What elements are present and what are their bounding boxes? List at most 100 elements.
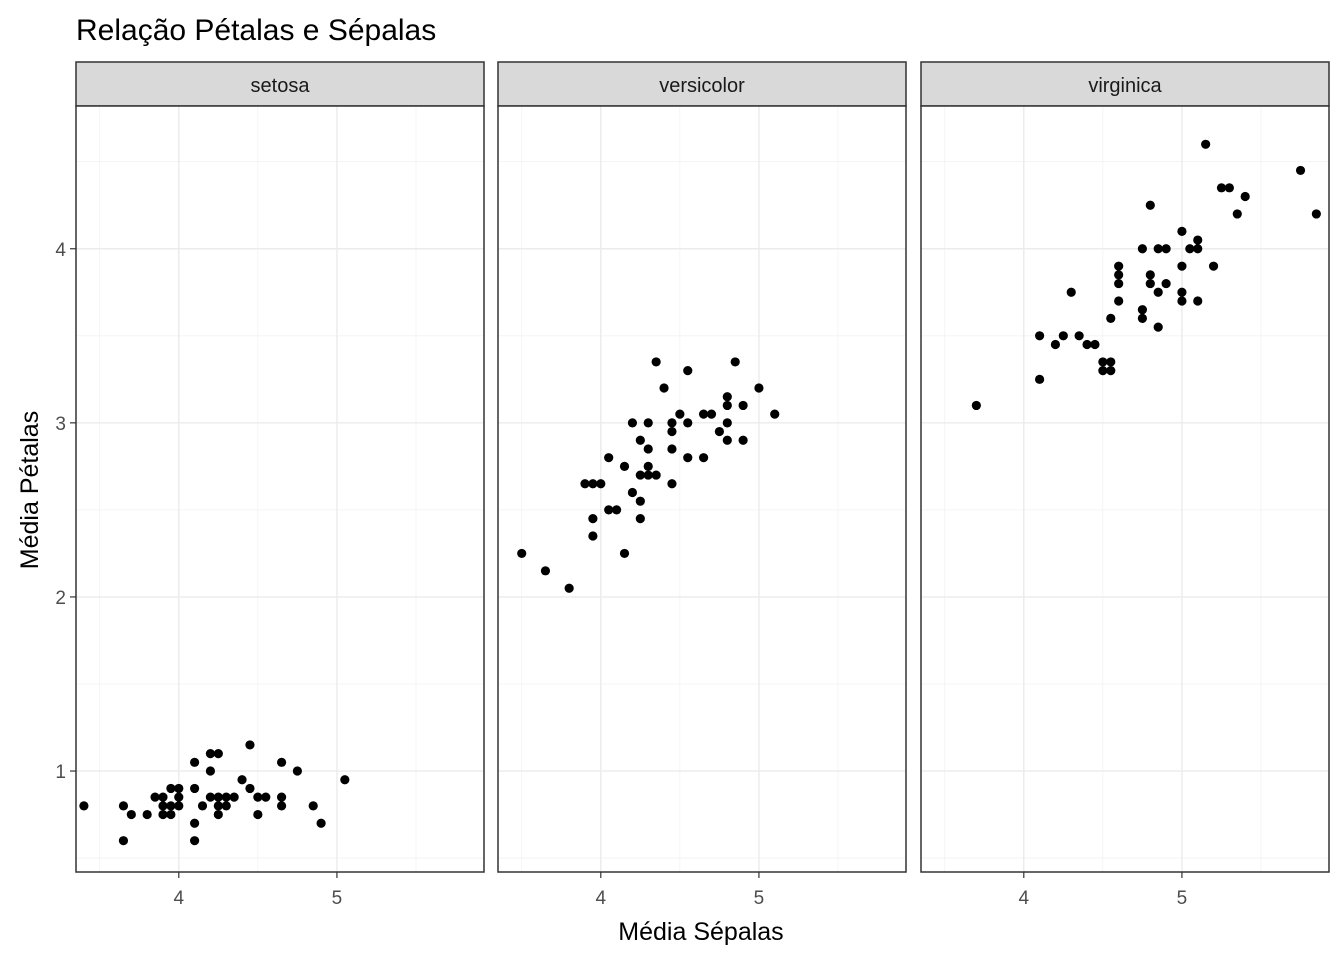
data-point	[667, 479, 677, 489]
data-point	[221, 792, 231, 802]
data-point	[588, 479, 598, 489]
data-point	[706, 409, 717, 419]
x-tick-label: 5	[754, 888, 765, 909]
data-point	[667, 418, 677, 428]
data-point	[126, 809, 136, 820]
data-point	[698, 409, 709, 419]
panel-grid	[498, 106, 906, 872]
data-point	[722, 400, 732, 411]
data-point	[213, 809, 223, 820]
data-point	[1161, 278, 1171, 289]
data-point	[1066, 287, 1076, 297]
data-point	[205, 792, 216, 802]
x-tick-label: 4	[596, 888, 607, 909]
data-point	[229, 792, 239, 802]
data-point	[276, 801, 287, 811]
data-point	[1050, 339, 1061, 350]
data-point	[276, 792, 287, 802]
data-point	[1161, 244, 1171, 254]
data-point	[1177, 296, 1187, 306]
data-point	[588, 531, 598, 541]
data-point	[659, 383, 669, 393]
data-point	[651, 470, 661, 480]
panel-border	[497, 105, 907, 873]
panel-grid	[921, 106, 1329, 872]
data-point	[1177, 261, 1187, 271]
data-point	[619, 548, 630, 559]
data-point	[770, 409, 780, 419]
y-tick-label: 2	[55, 588, 66, 609]
y-axis: 1 2 3 4	[55, 240, 76, 783]
data-point	[1035, 331, 1045, 341]
data-point	[1201, 139, 1211, 149]
data-point	[1106, 357, 1116, 367]
x-tick-label: 4	[174, 888, 185, 909]
data-point	[118, 801, 129, 811]
panel-grid	[76, 106, 484, 872]
data-point	[517, 548, 527, 559]
data-point	[190, 836, 200, 846]
facet-strip-label: versicolor	[659, 75, 745, 97]
data-point	[190, 818, 200, 828]
y-tick-label: 3	[55, 414, 66, 435]
data-point	[316, 818, 326, 828]
data-point	[1145, 270, 1155, 280]
data-point	[635, 513, 645, 524]
data-point	[197, 801, 208, 811]
data-point	[158, 801, 168, 811]
data-point	[292, 766, 302, 776]
data-point	[1137, 305, 1147, 315]
data-point	[683, 418, 693, 428]
data-point	[166, 801, 176, 811]
data-point	[213, 801, 223, 811]
chart-title: Relação Pétalas e Sépalas	[76, 14, 436, 47]
panel-background	[76, 106, 484, 872]
data-point	[627, 418, 638, 428]
data-point	[643, 461, 653, 471]
data-point	[1153, 287, 1163, 297]
data-point	[205, 749, 216, 759]
data-point	[619, 461, 630, 471]
x-tick-label: 5	[1177, 888, 1188, 909]
data-point	[1058, 331, 1068, 341]
panel-background	[921, 106, 1329, 872]
data-point	[643, 470, 653, 480]
data-point	[738, 400, 748, 411]
data-point	[1224, 183, 1234, 193]
data-point	[158, 809, 168, 820]
data-point	[643, 418, 653, 428]
data-point	[738, 435, 748, 445]
data-point	[253, 792, 263, 802]
data-point	[667, 444, 677, 454]
data-point	[1145, 278, 1155, 289]
data-point	[1208, 261, 1219, 271]
scatter-points	[79, 740, 350, 846]
data-point	[635, 435, 645, 445]
data-point	[158, 792, 168, 802]
data-point	[150, 792, 160, 802]
facet-strip	[75, 61, 485, 107]
data-point	[604, 505, 614, 515]
x-tick-label: 4	[1019, 888, 1030, 909]
data-point	[754, 383, 764, 393]
data-point	[1090, 339, 1100, 350]
data-point	[221, 801, 231, 811]
data-point	[190, 757, 200, 767]
data-point	[1153, 244, 1163, 254]
data-point	[1311, 209, 1321, 219]
data-point	[213, 792, 223, 802]
data-point	[174, 801, 184, 811]
data-point	[308, 801, 318, 811]
data-point	[604, 453, 614, 463]
data-point	[1106, 313, 1116, 323]
data-point	[635, 470, 645, 480]
data-point	[1082, 339, 1092, 350]
data-point	[166, 809, 176, 820]
x-tick-label: 5	[332, 888, 343, 909]
data-point	[276, 757, 287, 767]
data-point	[1074, 331, 1084, 341]
data-point	[1114, 261, 1124, 271]
